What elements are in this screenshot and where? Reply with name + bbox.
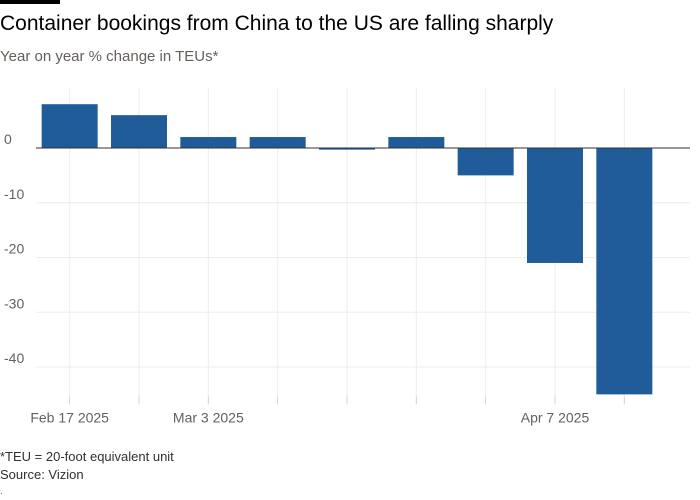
bar-mar-10-2025[interactable] [249, 137, 306, 148]
bar-mar-3-2025[interactable] [180, 137, 237, 148]
y-axis: 0 -10 -20 -30 -40 [4, 131, 24, 366]
bar-feb-17-2025[interactable] [41, 104, 98, 148]
y-tick-label: 0 [4, 131, 12, 147]
x-axis: Feb 17 2025 Mar 3 2025 Apr 7 2025 [30, 409, 589, 425]
bar-feb-24-2025[interactable] [111, 115, 167, 148]
chart-subtitle: Year on year % change in TEUs* [0, 48, 219, 65]
y-tick-label: -30 [4, 295, 24, 311]
bar-apr-7-2025[interactable] [527, 148, 583, 263]
x-tick-label: Feb 17 2025 [30, 409, 109, 425]
bar-chart: 0 -10 -20 -30 -40 Feb 17 2025 Mar 3 2025 Apr 7… [4, 88, 690, 425]
bar-mar-17-2025[interactable] [319, 148, 375, 150]
bar-mar-31-2025[interactable] [457, 148, 514, 176]
x-tick-label: Mar 3 2025 [173, 409, 244, 425]
y-tick-label: -20 [4, 241, 24, 257]
footer-mark: . [0, 486, 3, 497]
source-note: Source: Vizion [0, 467, 84, 482]
chart-title: Container bookings from China to the US … [0, 12, 554, 35]
bar-apr-14-2025[interactable] [596, 148, 653, 395]
footnote-teu: *TEU = 20-foot equivalent unit [0, 449, 174, 464]
y-tick-label: -10 [4, 186, 24, 202]
y-tick-label: -40 [4, 350, 24, 366]
bar-mar-24-2025[interactable] [388, 137, 445, 148]
x-tick-label: Apr 7 2025 [521, 409, 590, 425]
top-rule [0, 0, 60, 4]
bars [41, 104, 653, 395]
